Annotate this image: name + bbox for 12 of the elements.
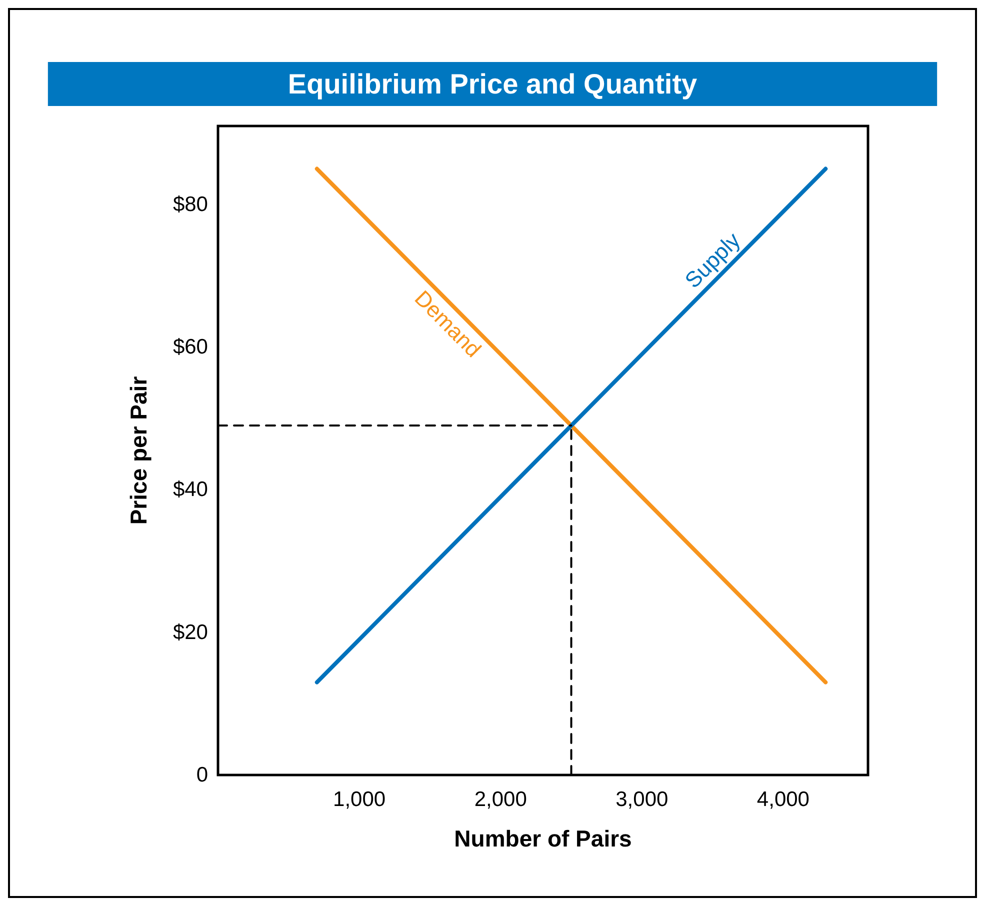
y-tick-label: 0 xyxy=(196,764,208,786)
x-tick-label: 3,000 xyxy=(616,788,668,811)
y-tick-label: $80 xyxy=(172,192,208,216)
y-axis-title: Price per Pair xyxy=(126,376,152,525)
x-tick-label: 4,000 xyxy=(756,788,810,811)
chart-title: Equilibrium Price and Quantity xyxy=(288,68,698,100)
y-tick-label: $40 xyxy=(172,478,208,502)
y-tick-label: $20 xyxy=(172,620,208,644)
y-tick-label: $60 xyxy=(172,336,208,359)
x-tick-label: 2,000 xyxy=(474,788,527,811)
x-tick-label: 1,000 xyxy=(333,788,386,811)
x-axis-title: Number of Pairs xyxy=(454,826,632,852)
